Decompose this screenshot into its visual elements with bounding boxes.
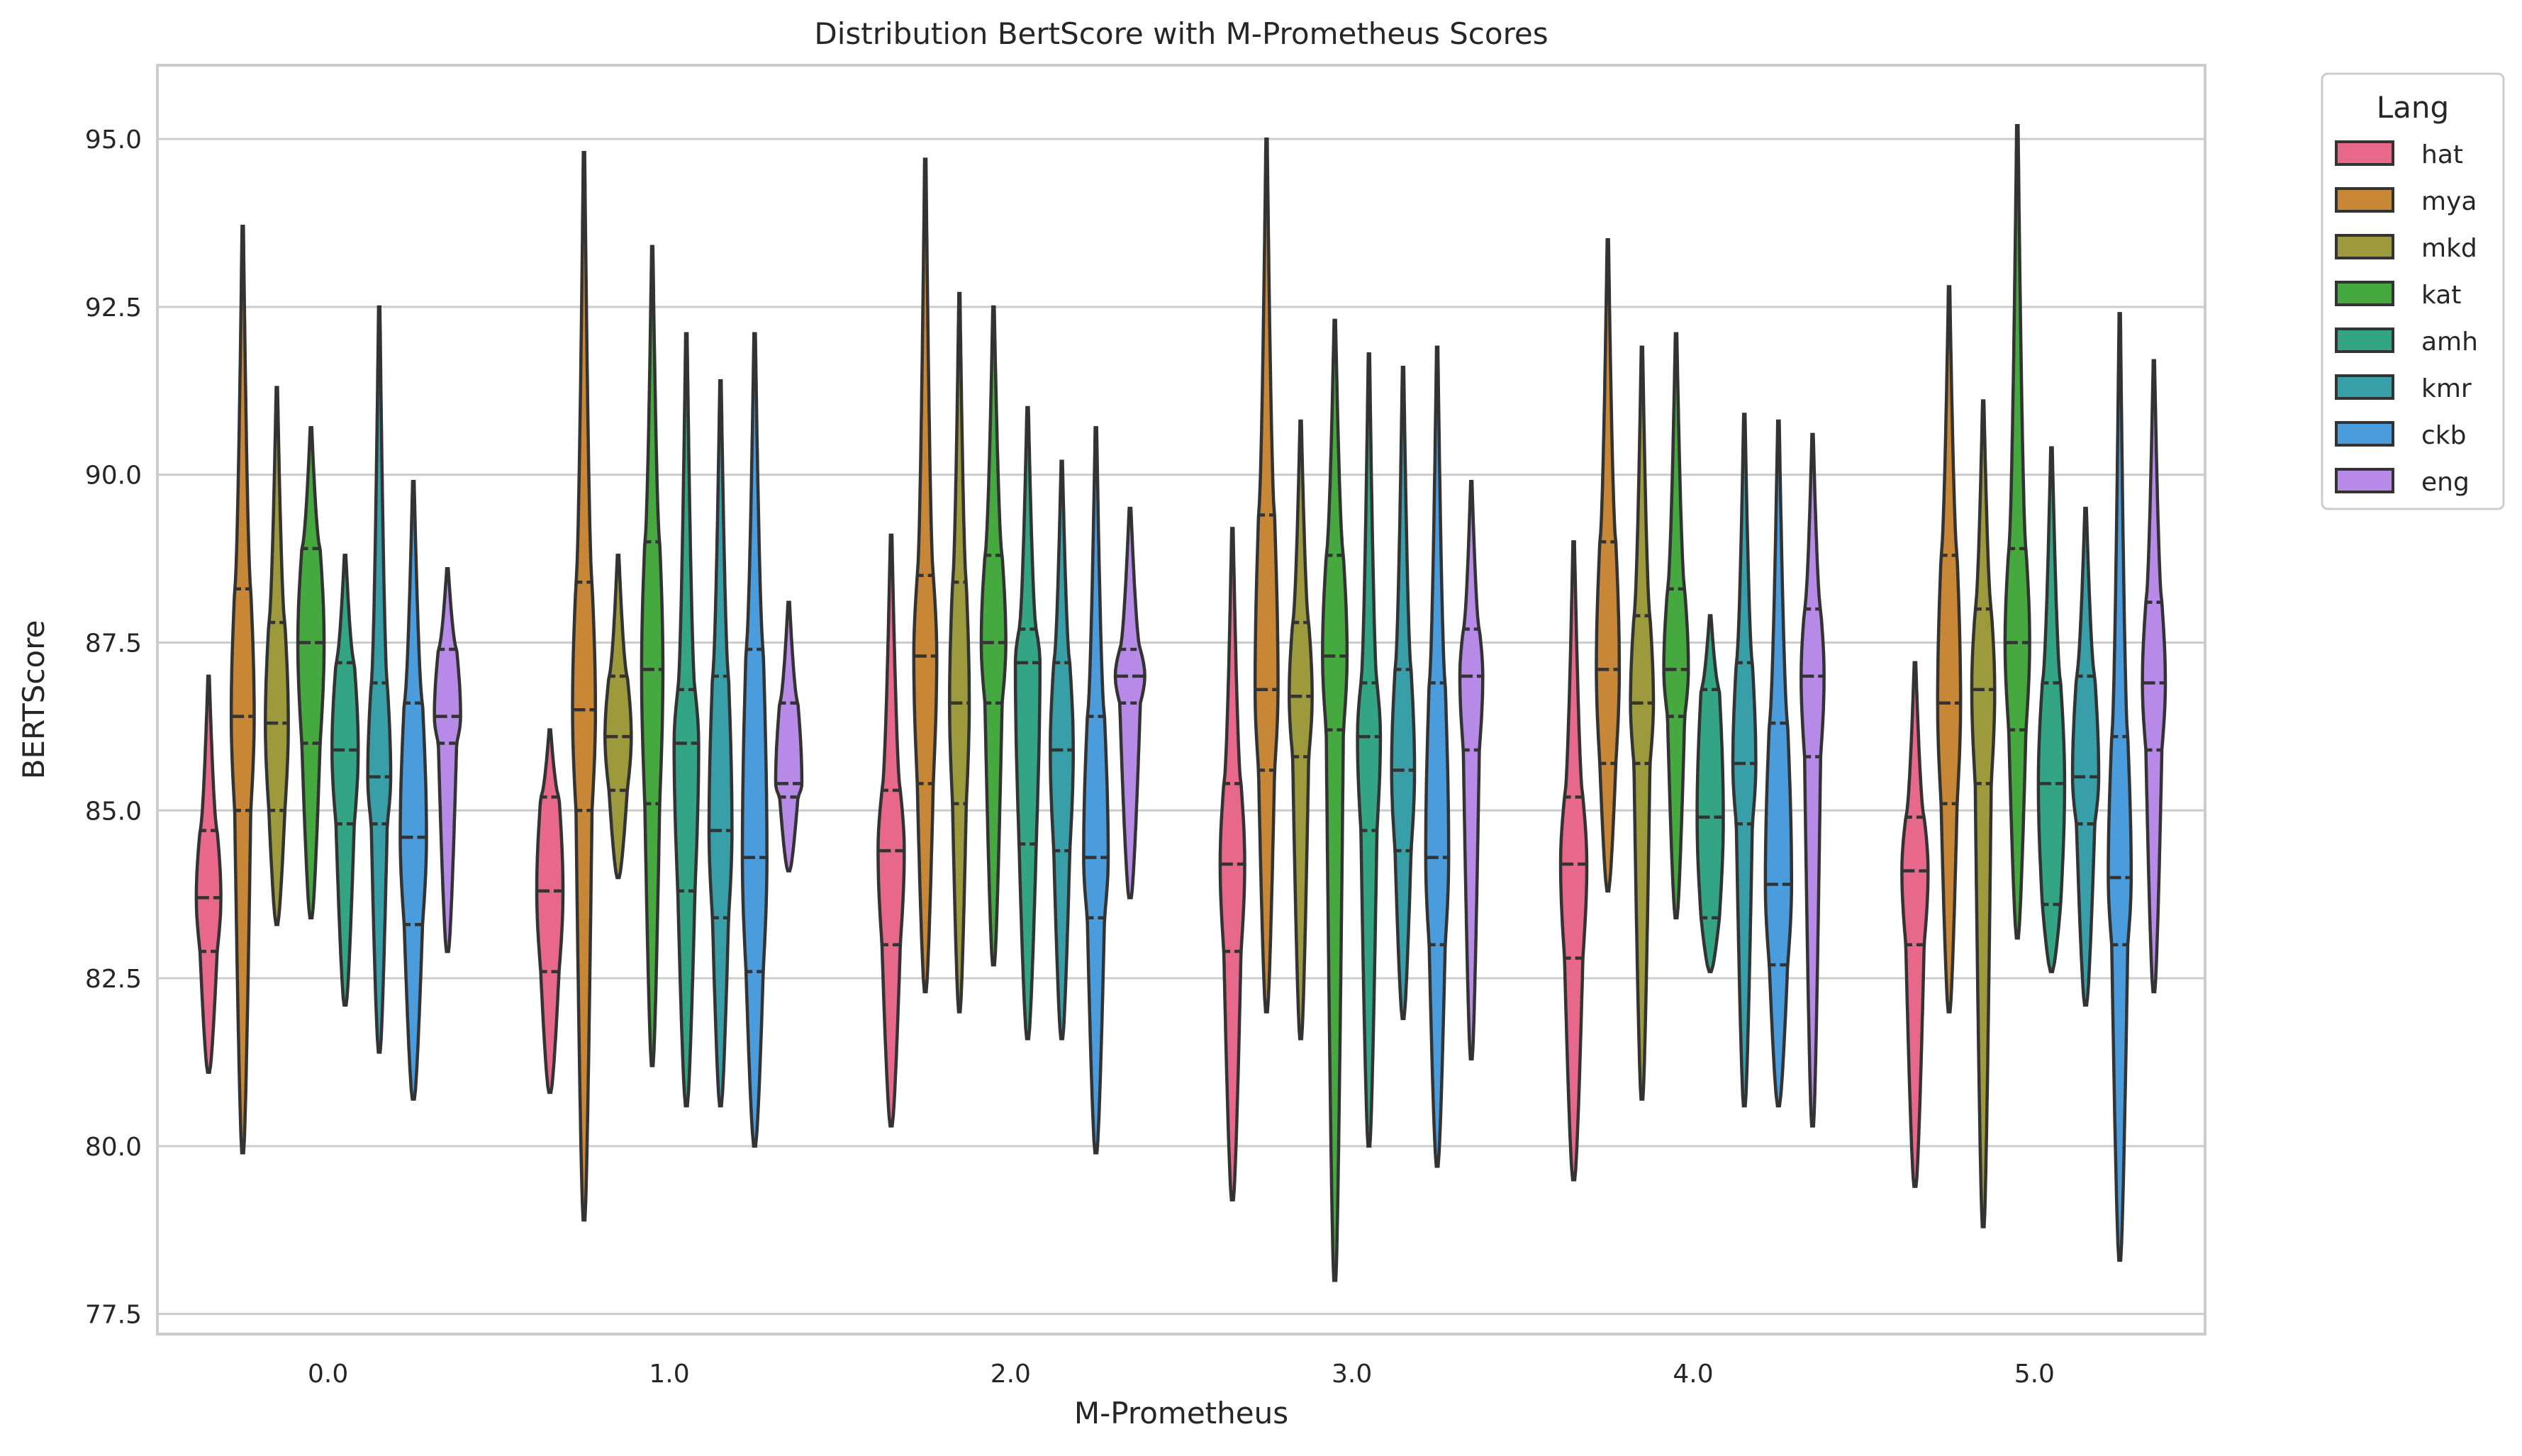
legend-swatch-eng — [2335, 468, 2394, 493]
violin-amh-3.0 — [1356, 352, 1383, 1148]
violin-mya-0.0 — [229, 225, 256, 1155]
legend-swatch-kmr — [2335, 374, 2394, 400]
violin-mkd-0.0 — [264, 386, 290, 926]
x-tick-label: 5.0 — [2014, 1360, 2055, 1389]
violin-kat-0.0 — [296, 426, 326, 920]
violin-mya-5.0 — [1936, 285, 1963, 1014]
legend-items: hat mya mkd kat amh kmr ckb eng — [2335, 140, 2478, 497]
legend-label-hat: hat — [2421, 140, 2463, 169]
violin-eng-5.0 — [2141, 359, 2167, 994]
y-tick-label: 87.5 — [85, 629, 142, 658]
violin-ckb-3.0 — [1424, 345, 1451, 1168]
y-tick-label: 95.0 — [85, 125, 142, 155]
violin-mya-3.0 — [1253, 137, 1280, 1014]
plot-frame — [156, 64, 2206, 1335]
legend-swatch-mkd — [2335, 234, 2394, 259]
violin-hat-2.0 — [876, 533, 906, 1128]
x-tick-label: 4.0 — [1673, 1360, 1713, 1389]
violin-mkd-4.0 — [1629, 345, 1656, 1101]
legend-label-ckb: ckb — [2421, 421, 2467, 450]
gridlines — [157, 138, 2205, 1316]
violin-mkd-2.0 — [948, 291, 971, 1014]
violin-amh-2.0 — [1013, 405, 1042, 1041]
violin-eng-2.0 — [1113, 506, 1146, 900]
violin-hat-1.0 — [535, 728, 565, 1094]
violin-kmr-1.0 — [707, 379, 734, 1108]
x-tick-labels: 0.0 1.0 2.0 3.0 4.0 5.0 — [308, 1360, 2055, 1389]
violin-kmr-4.0 — [1731, 413, 1758, 1108]
legend-swatch-mya — [2335, 187, 2394, 213]
y-tick-label: 92.5 — [85, 293, 142, 323]
violin-kat-3.0 — [1321, 318, 1349, 1282]
violin-amh-1.0 — [672, 332, 701, 1108]
y-tick-label: 90.0 — [85, 461, 142, 491]
violin-hat-5.0 — [1900, 661, 1930, 1188]
violin-kmr-5.0 — [2070, 506, 2101, 1007]
y-tick-label: 77.5 — [85, 1301, 142, 1330]
legend-swatch-amh — [2335, 327, 2394, 353]
violin-kat-1.0 — [640, 245, 665, 1068]
legend-label-amh: amh — [2421, 327, 2478, 357]
violin-ckb-2.0 — [1082, 426, 1110, 1155]
violin-amh-0.0 — [330, 554, 360, 1007]
violin-mkd-5.0 — [1970, 399, 1997, 1228]
violin-amh-5.0 — [2036, 446, 2067, 973]
violin-ckb-1.0 — [740, 332, 769, 1148]
violin-mya-1.0 — [571, 150, 598, 1222]
y-axis-title: BERTScore — [16, 620, 51, 780]
violin-plot-area — [194, 123, 2167, 1282]
violin-eng-0.0 — [433, 567, 462, 953]
violin-ckb-4.0 — [1763, 419, 1794, 1108]
violin-mkd-1.0 — [603, 554, 633, 880]
legend-title: Lang — [2377, 90, 2449, 125]
x-tick-label: 2.0 — [991, 1360, 1031, 1389]
violin-eng-3.0 — [1458, 479, 1485, 1060]
violin-mkd-3.0 — [1288, 419, 1314, 1041]
legend-box — [2321, 72, 2505, 510]
y-tick-label: 85.0 — [85, 797, 142, 826]
y-tick-labels: 77.5 80.0 82.5 85.0 87.5 90.0 92.5 95.0 — [85, 125, 142, 1329]
violin-hat-4.0 — [1558, 540, 1589, 1182]
legend-label-mkd: mkd — [2421, 234, 2477, 263]
x-tick-label: 3.0 — [1332, 1360, 1372, 1389]
violin-kmr-0.0 — [366, 305, 393, 1054]
violin-eng-4.0 — [1800, 432, 1826, 1128]
chart-title: Distribution BertScore with M-Prometheus… — [814, 16, 1548, 51]
violin-ckb-0.0 — [398, 479, 428, 1101]
violin-kat-2.0 — [979, 305, 1008, 967]
violin-kat-4.0 — [1662, 332, 1690, 920]
legend: Lang hat mya mkd kat amh kmr ckb eng — [2321, 72, 2505, 510]
y-tick-label: 80.0 — [85, 1133, 142, 1162]
x-axis-title: M-Prometheus — [1074, 1396, 1288, 1430]
y-tick-label: 82.5 — [85, 965, 142, 994]
violin-ckb-5.0 — [2107, 312, 2133, 1262]
x-tick-label: 1.0 — [649, 1360, 689, 1389]
violin-kat-5.0 — [2003, 123, 2031, 940]
legend-label-kat: kat — [2421, 281, 2461, 310]
legend-swatch-ckb — [2335, 421, 2394, 447]
x-tick-label: 0.0 — [308, 1360, 348, 1389]
violin-hat-0.0 — [194, 674, 223, 1074]
violin-mya-4.0 — [1595, 237, 1622, 893]
legend-label-eng: eng — [2421, 468, 2470, 497]
violin-mya-2.0 — [912, 157, 939, 994]
legend-label-mya: mya — [2421, 187, 2477, 216]
legend-label-kmr: kmr — [2421, 374, 2472, 403]
legend-swatch-kat — [2335, 281, 2394, 306]
legend-swatch-hat — [2335, 140, 2394, 166]
violin-amh-4.0 — [1695, 614, 1725, 973]
violin-kmr-3.0 — [1390, 365, 1417, 1021]
